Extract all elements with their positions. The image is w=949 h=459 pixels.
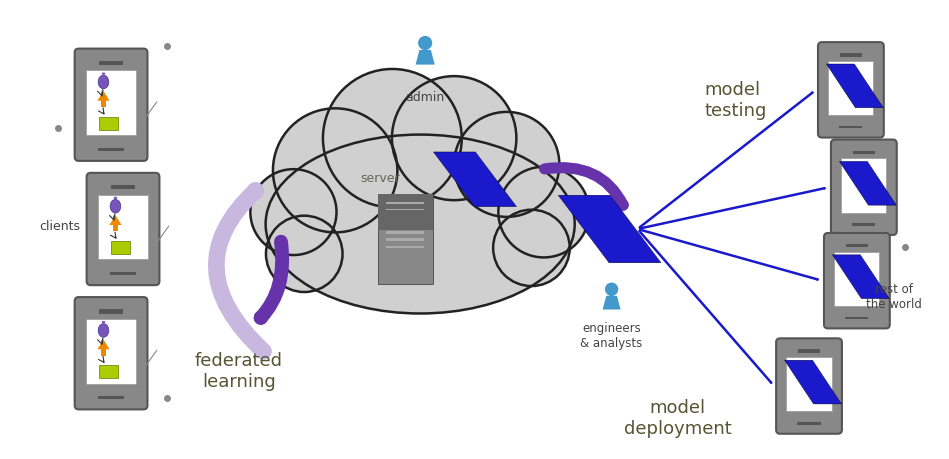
Polygon shape [603,296,621,310]
Ellipse shape [266,135,575,314]
FancyBboxPatch shape [86,174,159,285]
Polygon shape [416,51,435,66]
Polygon shape [98,340,109,349]
Circle shape [392,77,516,201]
Bar [85,71,137,136]
Circle shape [454,112,559,218]
Ellipse shape [102,73,105,76]
Polygon shape [840,162,896,206]
Circle shape [323,70,462,208]
Ellipse shape [110,200,121,213]
Bar [828,62,873,116]
Ellipse shape [98,324,109,337]
Text: rest of
the world: rest of the world [865,282,921,310]
Circle shape [266,216,343,292]
Polygon shape [785,360,842,404]
FancyArrowPatch shape [640,94,812,228]
FancyBboxPatch shape [824,234,890,329]
Text: model
testing: model testing [704,81,767,119]
Bar [111,186,136,190]
Bar [840,54,862,57]
Bar [386,232,424,234]
Polygon shape [558,196,661,263]
Polygon shape [832,255,889,299]
Polygon shape [434,153,516,207]
Bar [846,317,868,319]
Circle shape [419,38,432,50]
FancyArrowPatch shape [545,168,623,206]
Bar [110,272,136,275]
Bar [85,319,137,384]
Circle shape [251,170,337,256]
Bar [378,195,433,284]
Bar [839,126,863,129]
Polygon shape [98,92,109,101]
FancyBboxPatch shape [831,140,897,235]
Bar [386,239,424,241]
Bar [842,159,886,213]
Text: clients: clients [39,219,81,233]
Bar [99,310,123,314]
FancyArrowPatch shape [641,189,825,229]
Bar [101,100,106,108]
FancyBboxPatch shape [75,50,147,162]
Bar [853,151,875,155]
Ellipse shape [102,321,105,324]
FancyArrowPatch shape [640,232,772,383]
Polygon shape [827,65,884,108]
FancyArrowPatch shape [216,191,264,352]
Bar [846,244,868,248]
Bar [386,209,424,211]
Text: engineers
& analysts: engineers & analysts [581,322,642,349]
FancyArrowPatch shape [641,230,818,280]
FancyBboxPatch shape [776,339,842,434]
Bar [787,358,831,412]
Text: admin: admin [405,90,445,104]
Ellipse shape [609,295,614,298]
Circle shape [498,168,589,258]
Circle shape [493,210,569,286]
Ellipse shape [98,76,109,90]
FancyBboxPatch shape [818,43,884,138]
Bar [834,252,880,307]
Ellipse shape [114,197,118,200]
Ellipse shape [422,50,428,53]
Polygon shape [109,216,121,225]
Bar [99,118,118,130]
Text: server: server [361,172,400,185]
Bar [98,195,148,260]
FancyArrowPatch shape [261,242,282,318]
Circle shape [605,284,618,296]
Bar [111,241,130,255]
Bar [386,246,424,248]
Bar [101,348,106,356]
Bar [99,366,118,379]
Bar [99,62,123,66]
Text: model
deployment: model deployment [623,398,732,437]
FancyBboxPatch shape [75,297,147,409]
Bar [98,396,124,399]
Bar [113,224,119,232]
Bar [378,195,433,230]
Text: federated
learning: federated learning [195,352,283,390]
Bar [98,148,124,151]
Bar [386,203,424,205]
Circle shape [273,109,398,233]
Bar [798,350,820,353]
Bar [852,224,875,226]
Bar [797,422,821,425]
